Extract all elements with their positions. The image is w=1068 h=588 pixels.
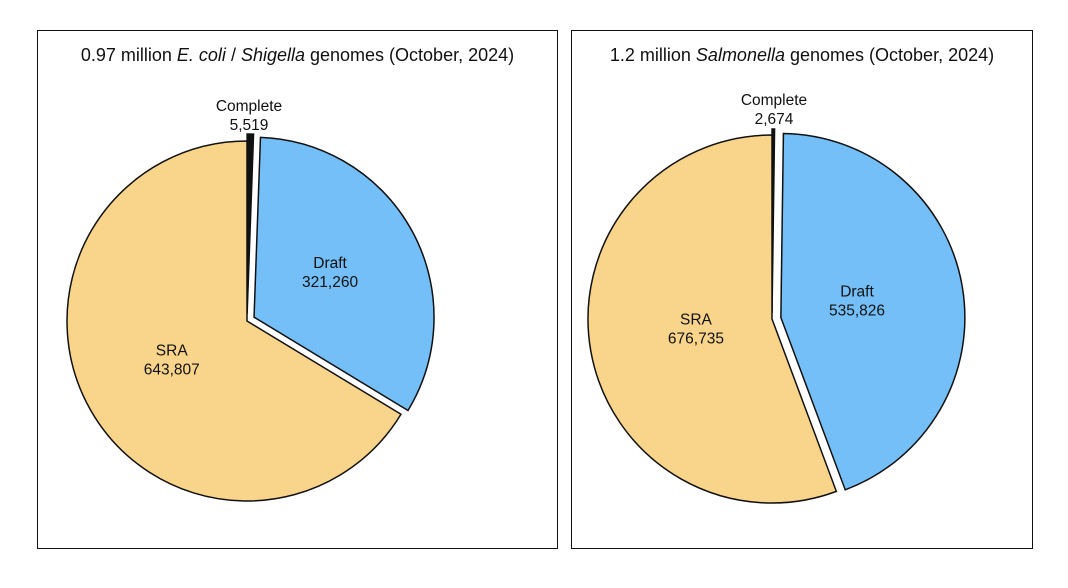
slice-name: Complete xyxy=(216,98,282,115)
ecoli-pie-chart: Complete 5,519 Draft 321,260 SRA 643,807 xyxy=(66,98,435,502)
salmonella-pie-panel: 1.2 million Salmonella genomes (October,… xyxy=(571,30,1033,549)
slice-name: SRA xyxy=(156,342,189,359)
slice-name: Complete xyxy=(741,92,807,109)
slice-value: 2,674 xyxy=(755,111,794,128)
slice-label-complete: Complete 5,519 xyxy=(216,98,282,134)
chart-title: 1.2 million Salmonella genomes (October,… xyxy=(609,45,995,65)
slice-value: 321,260 xyxy=(302,274,358,291)
slice-value: 535,826 xyxy=(829,302,885,319)
pie-slice-sra xyxy=(66,140,402,502)
slice-label-sra: SRA 643,807 xyxy=(144,342,200,378)
pie-slice-sra xyxy=(587,134,838,504)
salmonella-pie-chart: Complete 2,674 Draft 535,826 SRA 676,735 xyxy=(587,92,966,504)
slice-label-sra: SRA 676,735 xyxy=(668,312,724,348)
pie-slice-draft xyxy=(780,132,966,491)
slice-name: Draft xyxy=(840,283,874,300)
slice-label-complete: Complete 2,674 xyxy=(741,92,807,128)
slice-value: 676,735 xyxy=(668,331,724,348)
slice-value: 643,807 xyxy=(144,361,200,378)
slice-name: SRA xyxy=(680,312,713,329)
ecoli-pie-panel: 0.97 million E. coli / Shigella genomes … xyxy=(37,30,558,549)
slice-label-draft: Draft 321,260 xyxy=(302,255,358,291)
slice-label-draft: Draft 535,826 xyxy=(829,283,885,319)
pie-slice-draft xyxy=(253,136,435,412)
chart-title: 0.97 million E. coli / Shigella genomes … xyxy=(80,45,515,65)
slice-value: 5,519 xyxy=(230,117,269,134)
pie-slice-complete xyxy=(246,133,255,315)
slice-name: Draft xyxy=(313,255,347,272)
